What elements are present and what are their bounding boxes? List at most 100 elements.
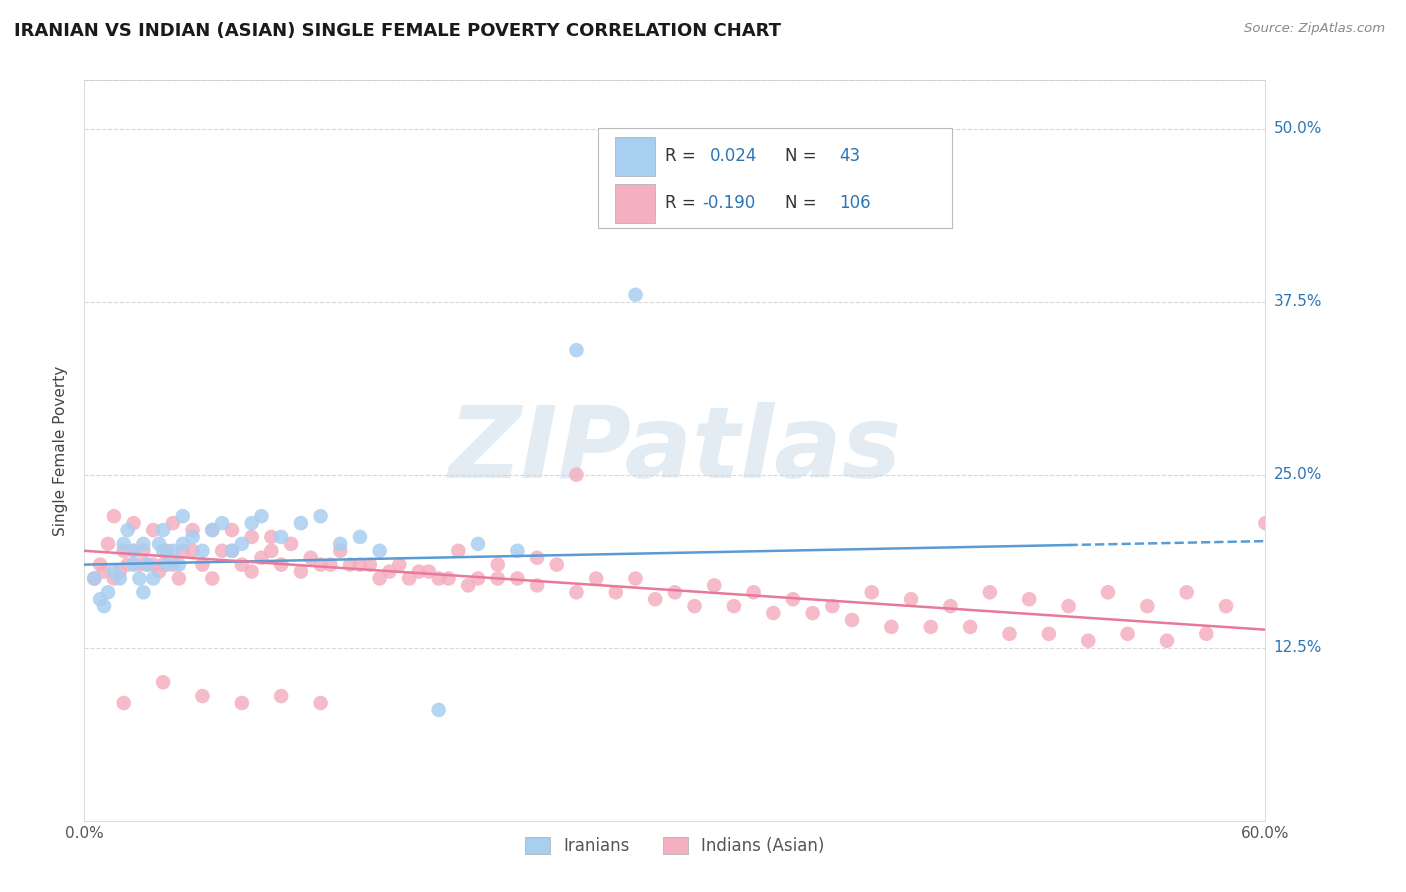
Point [388, 558, 411, 572]
Text: Source: ZipAtlas.com: Source: ZipAtlas.com [1244, 22, 1385, 36]
Point [103, 572, 125, 586]
Point [201, 523, 224, 537]
Point [162, 543, 184, 558]
Point [231, 558, 253, 572]
Point [782, 592, 804, 607]
Text: 12.5%: 12.5% [1274, 640, 1322, 655]
Point [427, 703, 450, 717]
Point [1254, 516, 1277, 530]
Point [93, 565, 115, 579]
Text: 0.024: 0.024 [710, 147, 758, 165]
Point [89, 592, 111, 607]
Point [221, 523, 243, 537]
Point [132, 585, 155, 599]
Point [290, 565, 312, 579]
Point [309, 558, 332, 572]
Point [260, 543, 283, 558]
Point [142, 523, 165, 537]
Point [162, 516, 184, 530]
Point [1156, 633, 1178, 648]
Point [398, 572, 420, 586]
Point [1195, 627, 1218, 641]
Text: ZIPatlas: ZIPatlas [449, 402, 901, 499]
Point [447, 543, 470, 558]
Point [152, 523, 174, 537]
Point [624, 572, 647, 586]
Point [250, 550, 273, 565]
Point [201, 572, 224, 586]
FancyBboxPatch shape [614, 184, 655, 223]
Point [191, 558, 214, 572]
Point [309, 696, 332, 710]
Point [1018, 592, 1040, 607]
Y-axis label: Single Female Poverty: Single Female Poverty [53, 366, 69, 535]
Point [136, 558, 159, 572]
Point [97, 585, 120, 599]
Text: -0.190: -0.190 [702, 194, 755, 212]
Point [900, 592, 922, 607]
Point [112, 537, 135, 551]
Point [156, 558, 179, 572]
Point [467, 572, 489, 586]
Text: R =: R = [665, 194, 702, 212]
Point [112, 696, 135, 710]
Point [108, 572, 131, 586]
Point [920, 620, 942, 634]
Point [211, 516, 233, 530]
Point [231, 537, 253, 551]
Point [132, 537, 155, 551]
Point [181, 530, 204, 544]
Point [240, 530, 263, 544]
Point [664, 204, 686, 219]
Point [565, 343, 588, 358]
Point [1215, 599, 1237, 614]
Point [128, 558, 150, 572]
Point [270, 689, 292, 703]
FancyBboxPatch shape [614, 136, 655, 176]
Point [329, 537, 352, 551]
Point [280, 537, 302, 551]
Point [299, 550, 322, 565]
Point [841, 613, 863, 627]
Point [762, 606, 785, 620]
Point [821, 599, 844, 614]
Point [565, 467, 588, 482]
Point [359, 558, 381, 572]
Point [565, 585, 588, 599]
Point [605, 585, 627, 599]
Point [108, 565, 131, 579]
Point [148, 565, 170, 579]
Point [132, 543, 155, 558]
Point [172, 509, 194, 524]
Point [172, 543, 194, 558]
Text: 106: 106 [839, 194, 870, 212]
Point [167, 558, 190, 572]
Point [486, 572, 509, 586]
Point [664, 585, 686, 599]
Point [939, 599, 962, 614]
Point [221, 543, 243, 558]
Point [998, 627, 1021, 641]
Point [408, 565, 430, 579]
Point [152, 675, 174, 690]
Point [368, 572, 391, 586]
Point [801, 606, 824, 620]
Point [467, 537, 489, 551]
Point [1175, 585, 1198, 599]
Point [1116, 627, 1139, 641]
Point [89, 558, 111, 572]
Point [644, 592, 666, 607]
Point [349, 558, 371, 572]
Point [136, 558, 159, 572]
Point [122, 516, 145, 530]
Point [142, 558, 165, 572]
Point [112, 543, 135, 558]
FancyBboxPatch shape [598, 128, 952, 228]
Point [368, 543, 391, 558]
Point [117, 558, 139, 572]
Point [437, 572, 460, 586]
Point [1097, 585, 1119, 599]
Point [181, 543, 204, 558]
Point [240, 516, 263, 530]
Point [260, 530, 283, 544]
